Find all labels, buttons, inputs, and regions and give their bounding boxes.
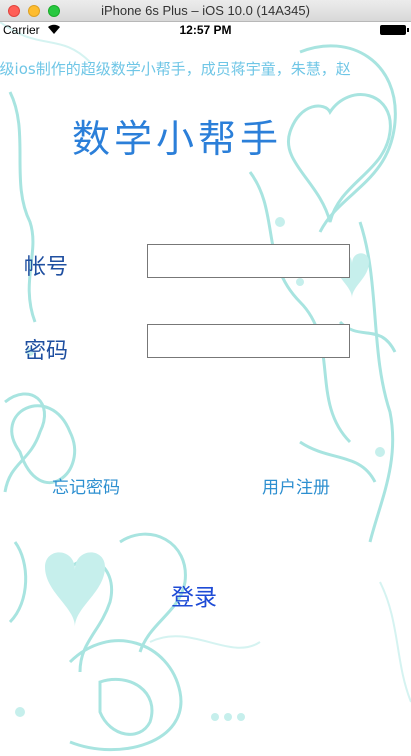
window-zoom-button[interactable] xyxy=(48,5,60,17)
phone-screen: Carrier 12:57 PM 5级ios制作的超级数学小帮手，成员蒋宇童，朱… xyxy=(0,22,411,756)
status-bar: Carrier 12:57 PM xyxy=(0,22,411,38)
scrolling-marquee-text: 5级ios制作的超级数学小帮手，成员蒋宇童，朱慧，赵 xyxy=(0,60,351,78)
password-label: 密码 xyxy=(24,339,69,364)
battery-icon xyxy=(380,25,409,35)
forgot-password-link[interactable]: 忘记密码 xyxy=(52,478,120,498)
login-button[interactable]: 登录 xyxy=(171,585,217,611)
simulator-title-bar: iPhone 6s Plus – iOS 10.0 (14A345) xyxy=(0,0,411,22)
wifi-icon xyxy=(48,24,60,34)
window-title: iPhone 6s Plus – iOS 10.0 (14A345) xyxy=(101,3,310,18)
window-close-button[interactable] xyxy=(8,5,20,17)
status-time: 12:57 PM xyxy=(179,23,232,37)
account-label: 帐号 xyxy=(24,255,69,280)
account-input[interactable] xyxy=(147,244,350,278)
app-title: 数学小帮手 xyxy=(72,117,283,161)
register-link[interactable]: 用户注册 xyxy=(262,478,330,498)
window-minimize-button[interactable] xyxy=(28,5,40,17)
carrier-label: Carrier xyxy=(3,23,40,37)
password-input[interactable] xyxy=(147,324,350,358)
